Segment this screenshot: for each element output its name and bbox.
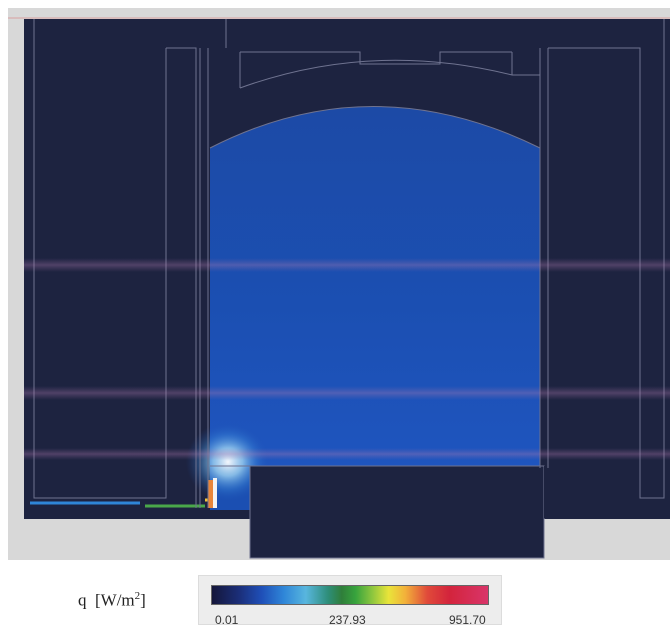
heat-flux-contour-plot — [8, 8, 670, 560]
color-scale-bar — [211, 585, 489, 605]
color-legend: 0.01 237.93 951.70 — [198, 575, 502, 627]
cavity-blue-region — [210, 106, 540, 468]
legend-unit: [W/m — [95, 590, 135, 610]
legend-tick-mid: 237.93 — [329, 613, 366, 627]
scan-stripe-1 — [24, 258, 670, 272]
legend-quantity-label: q [W/m2] — [78, 590, 146, 611]
hot-edge-orange — [208, 480, 213, 508]
legend-unit-close: ] — [140, 590, 146, 610]
hot-spot-glow — [186, 422, 270, 502]
legend-tick-min: 0.01 — [215, 613, 239, 627]
right-step-block — [544, 466, 640, 518]
hot-edge-white — [213, 478, 217, 508]
legend-symbol: q — [78, 590, 87, 610]
bottom-plug-block — [249, 465, 545, 559]
scan-stripe-3 — [24, 448, 670, 460]
legend-unit-exponent: 2 — [134, 590, 141, 602]
scan-stripe-2 — [24, 386, 670, 400]
legend-tick-max: 951.70 — [449, 613, 486, 627]
